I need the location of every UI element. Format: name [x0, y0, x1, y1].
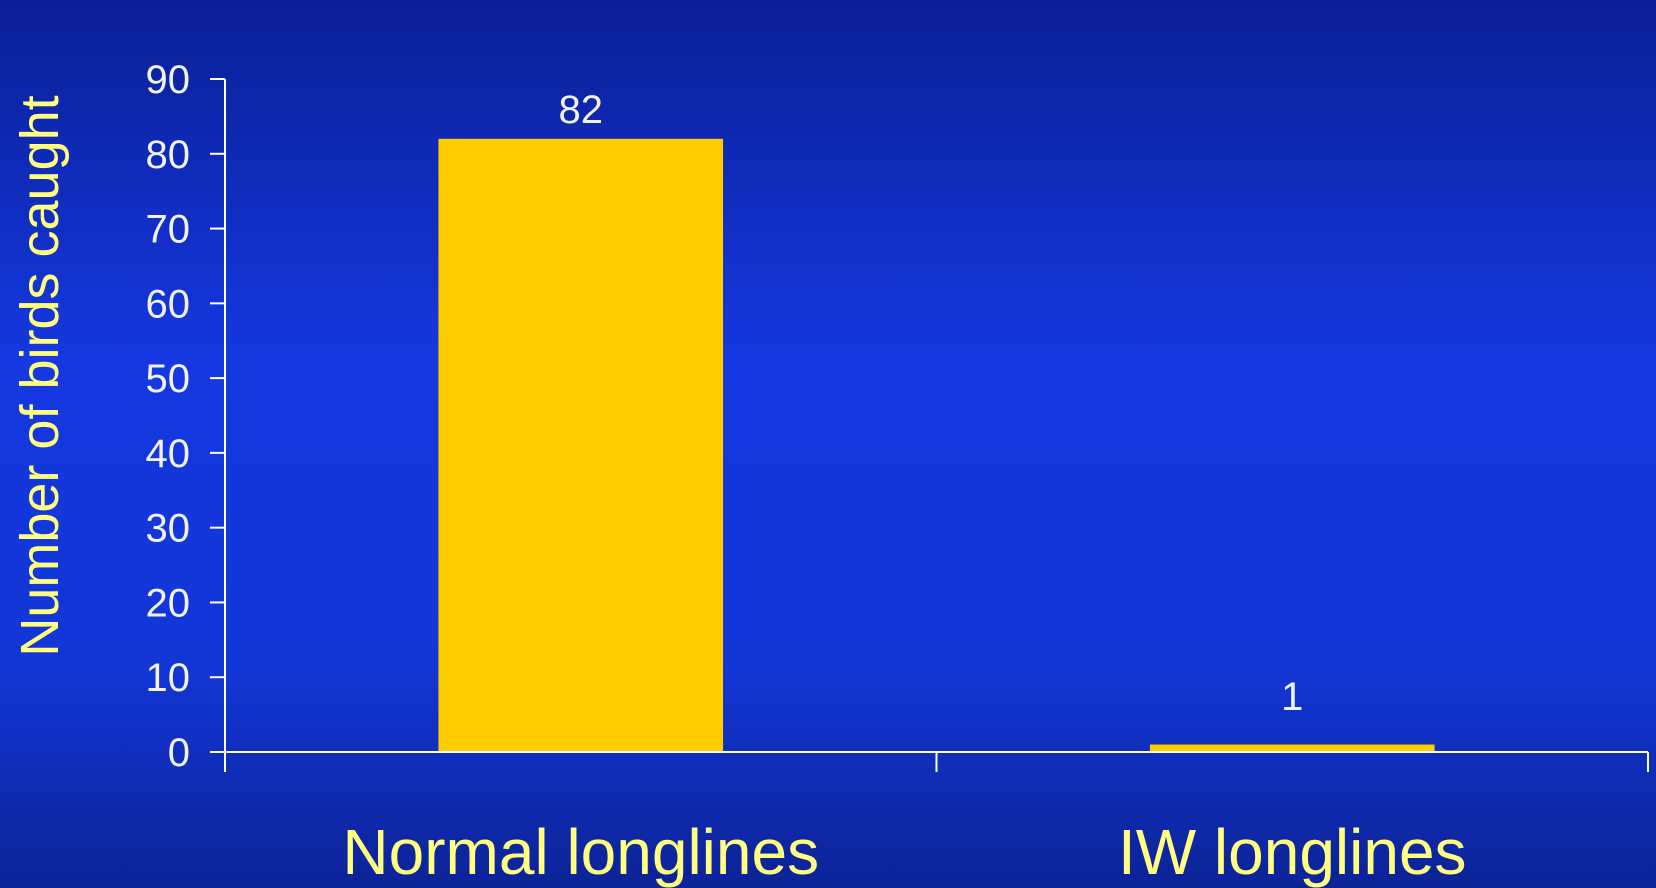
bar — [438, 138, 724, 753]
y-tick-label: 60 — [146, 282, 191, 326]
y-tick-label: 30 — [146, 507, 191, 551]
y-tick-label: 50 — [146, 357, 191, 401]
y-axis-title: Number of birds caught — [10, 95, 70, 656]
data-labels: 82 1 — [559, 88, 1304, 719]
y-tick-label: 20 — [146, 581, 191, 625]
category-labels: Normal longlines IW longlines — [342, 816, 1466, 888]
bar — [1149, 744, 1435, 752]
y-tick-label: 70 — [146, 208, 191, 252]
y-axis-ticks: 0 10 20 30 40 50 60 70 80 90 — [146, 58, 225, 775]
data-label: 82 — [559, 88, 604, 132]
category-label: IW longlines — [1118, 816, 1467, 888]
y-tick-label: 40 — [146, 432, 191, 476]
x-axis — [224, 751, 1649, 772]
y-tick-label: 0 — [168, 731, 190, 775]
category-label: Normal longlines — [342, 816, 819, 888]
y-tick-label: 80 — [146, 133, 191, 177]
data-label: 1 — [1281, 675, 1303, 719]
y-tick-label: 10 — [146, 656, 191, 700]
y-tick-label: 90 — [146, 58, 191, 102]
bars — [438, 138, 1435, 753]
